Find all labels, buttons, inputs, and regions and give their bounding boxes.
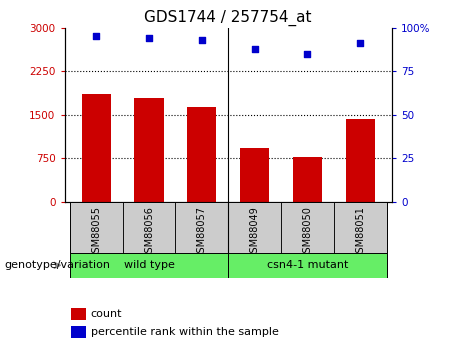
Bar: [175, 202, 228, 254]
Bar: [71, 308, 86, 320]
Text: wild type: wild type: [124, 260, 174, 270]
Text: genotype/variation: genotype/variation: [5, 260, 111, 270]
Text: percentile rank within the sample: percentile rank within the sample: [91, 327, 278, 337]
Bar: [228, 202, 281, 254]
Text: count: count: [91, 309, 122, 319]
Point: [251, 46, 258, 51]
Bar: [187, 107, 216, 202]
Text: GSM88049: GSM88049: [249, 206, 260, 259]
Text: GSM88055: GSM88055: [91, 206, 101, 259]
Point: [145, 35, 153, 41]
Bar: [334, 202, 387, 254]
Text: GSM88057: GSM88057: [197, 206, 207, 259]
Bar: [71, 326, 86, 338]
Text: csn4-1 mutant: csn4-1 mutant: [267, 260, 348, 270]
Bar: [123, 202, 175, 254]
Bar: [70, 202, 123, 254]
Bar: [70, 253, 228, 278]
Bar: [228, 253, 387, 278]
Bar: [293, 157, 322, 202]
Point: [198, 37, 206, 42]
Point: [356, 40, 364, 46]
Bar: [135, 98, 164, 202]
Bar: [82, 95, 111, 202]
Text: GSM88051: GSM88051: [355, 206, 365, 259]
Point: [304, 51, 311, 57]
Bar: [240, 148, 269, 202]
Point: [93, 33, 100, 39]
Title: GDS1744 / 257754_at: GDS1744 / 257754_at: [144, 10, 312, 26]
Text: GSM88056: GSM88056: [144, 206, 154, 259]
Text: GSM88050: GSM88050: [302, 206, 313, 259]
Bar: [281, 202, 334, 254]
Bar: [346, 119, 375, 202]
